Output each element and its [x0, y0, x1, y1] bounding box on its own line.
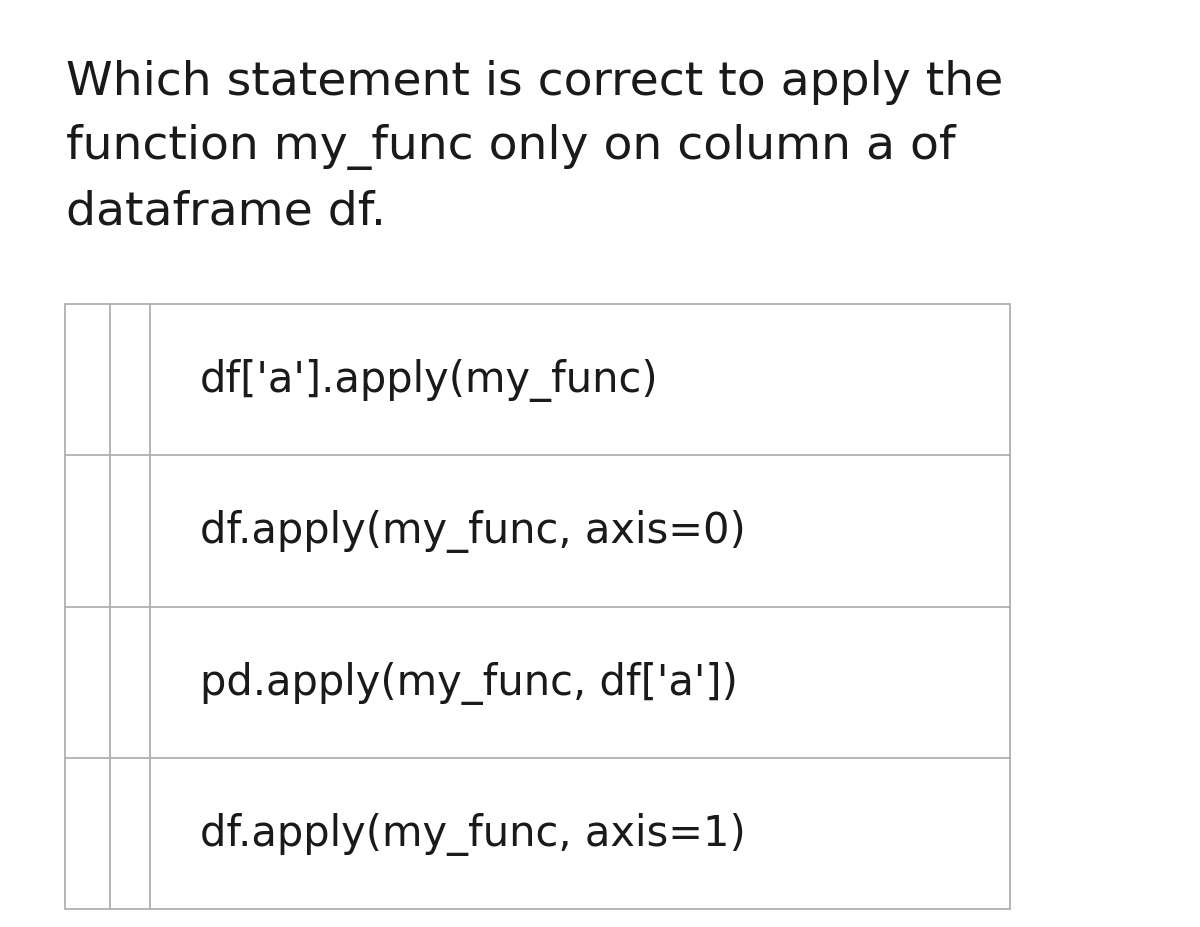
Text: Which statement is correct to apply the
function my_func only on column a of
dat: Which statement is correct to apply the … [66, 60, 1003, 235]
Text: df.apply(my_func, axis=1): df.apply(my_func, axis=1) [200, 812, 745, 855]
Text: df['a'].apply(my_func): df['a'].apply(my_func) [200, 359, 659, 401]
Text: df.apply(my_func, axis=0): df.apply(my_func, axis=0) [200, 510, 745, 552]
Text: pd.apply(my_func, df['a']): pd.apply(my_func, df['a']) [200, 661, 738, 704]
Bar [65, 305, 1010, 909]
